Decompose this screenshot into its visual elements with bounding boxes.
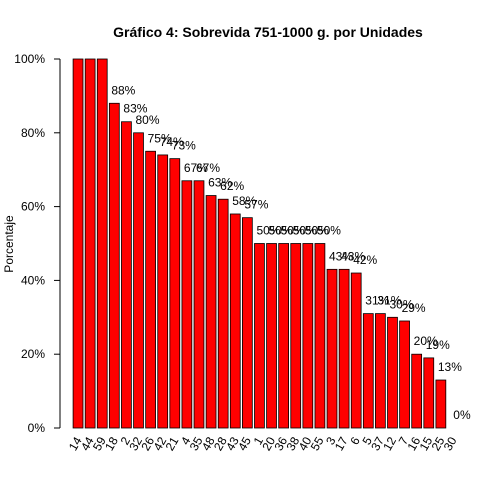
bar — [435, 379, 447, 429]
bar — [72, 58, 84, 429]
bar — [217, 198, 229, 429]
bar — [205, 195, 217, 429]
bar — [157, 154, 169, 429]
bar — [169, 158, 181, 429]
y-tick-label: 0% — [28, 421, 46, 435]
x-tick-label: 43 — [223, 434, 242, 453]
bar-value-label: 63% — [208, 176, 232, 190]
bar — [181, 180, 193, 429]
bar-value-label: 13% — [438, 360, 462, 374]
x-tick-label: 36 — [271, 434, 290, 453]
x-tick-label: 48 — [199, 434, 218, 453]
x-tick-label: 35 — [187, 434, 206, 453]
bar — [314, 243, 326, 429]
bar — [193, 180, 205, 429]
bar — [387, 316, 398, 429]
bar — [254, 243, 265, 429]
bars — [72, 58, 447, 429]
bar-value-label: 50% — [281, 224, 305, 238]
bar-value-label: 30% — [389, 297, 413, 311]
y-tick-label: 60% — [21, 200, 45, 214]
bar-value-label: 20% — [414, 334, 438, 348]
bar-value-labels: 88%83%80%75%74%73%67%67%63%62%58%57%50%5… — [111, 83, 471, 422]
x-tick-label: 42 — [150, 434, 169, 453]
bar — [121, 121, 132, 429]
bar-value-label: 67% — [196, 161, 220, 175]
bar-value-label: 67% — [184, 161, 208, 175]
bar — [411, 353, 423, 429]
x-tick-label: 25 — [429, 434, 448, 453]
x-tick-label: 28 — [211, 434, 230, 453]
bar-value-label: 50% — [317, 224, 341, 238]
bar-value-label: 57% — [244, 198, 268, 212]
bar — [290, 243, 302, 429]
x-tick-label: 37 — [368, 434, 387, 453]
bar-value-label: 31% — [377, 294, 401, 308]
x-tick-label: 30 — [441, 434, 460, 453]
bar — [229, 213, 241, 429]
x-tick-label: 59 — [90, 434, 109, 453]
chart-title: Gráfico 4: Sobrevida 751-1000 g. por Uni… — [113, 24, 423, 40]
y-tick-label: 40% — [21, 273, 45, 287]
x-tick-label: 44 — [78, 434, 97, 453]
y-tick-label: 80% — [21, 126, 45, 140]
bar-value-label: 50% — [305, 224, 329, 238]
x-tick-label: 26 — [138, 434, 157, 453]
bar-value-label: 83% — [123, 102, 147, 116]
bar — [423, 357, 435, 429]
bar-value-label: 75% — [148, 131, 172, 145]
y-tick-label: 100% — [14, 52, 45, 66]
bar — [399, 320, 410, 429]
bar-value-label: 74% — [160, 135, 184, 149]
x-tick-label: 32 — [126, 434, 145, 453]
x-tick-label: 21 — [163, 434, 182, 453]
bar — [362, 313, 374, 429]
bar-value-label: 0% — [453, 408, 471, 422]
bar-value-label: 19% — [426, 338, 450, 352]
bar-value-label: 50% — [293, 224, 317, 238]
bar-value-label: 80% — [136, 113, 160, 127]
bar — [133, 132, 144, 429]
bar — [302, 243, 314, 429]
x-tick-label: 40 — [296, 434, 315, 453]
x-tick-label: 15 — [417, 434, 436, 453]
bar — [96, 58, 108, 429]
x-tick-label: 18 — [102, 434, 121, 453]
bar-value-label: 62% — [220, 179, 244, 193]
x-tick-label: 20 — [259, 434, 278, 453]
bar-value-label: 31% — [365, 294, 389, 308]
bar — [242, 217, 253, 429]
x-tick-label: 16 — [404, 434, 423, 453]
y-axis: 0% 20% 40% 60% 80% 100% — [14, 52, 61, 435]
bar-value-label: 50% — [256, 224, 280, 238]
y-axis-label: Porcentaje — [2, 215, 16, 273]
bar-value-label: 43% — [329, 249, 353, 263]
bar — [326, 268, 338, 429]
x-tick-label: 55 — [308, 434, 327, 453]
bar-value-label: 58% — [232, 194, 256, 208]
bar-value-label: 50% — [269, 224, 293, 238]
y-tick-label: 20% — [21, 347, 45, 361]
bar — [375, 313, 386, 429]
bar — [145, 150, 156, 429]
bar — [266, 243, 277, 429]
x-tick-label: 38 — [284, 434, 303, 453]
bar-value-label: 73% — [172, 139, 196, 153]
bar-value-label: 42% — [353, 253, 377, 267]
bar — [108, 102, 120, 429]
bar-value-label: 43% — [341, 249, 365, 263]
x-tick-label: 45 — [235, 434, 254, 453]
bar-value-label: 29% — [402, 301, 426, 315]
x-tick-label: 14 — [66, 434, 85, 453]
bar — [84, 58, 96, 429]
bar — [278, 243, 289, 429]
bar-value-label: 88% — [111, 83, 135, 97]
x-tick-label: 12 — [380, 434, 399, 453]
bar — [350, 272, 362, 429]
x-tick-label: 17 — [332, 434, 351, 453]
x-tick-labels: 1444591823226422143548284345120363840553… — [66, 434, 460, 453]
bar — [338, 268, 350, 429]
